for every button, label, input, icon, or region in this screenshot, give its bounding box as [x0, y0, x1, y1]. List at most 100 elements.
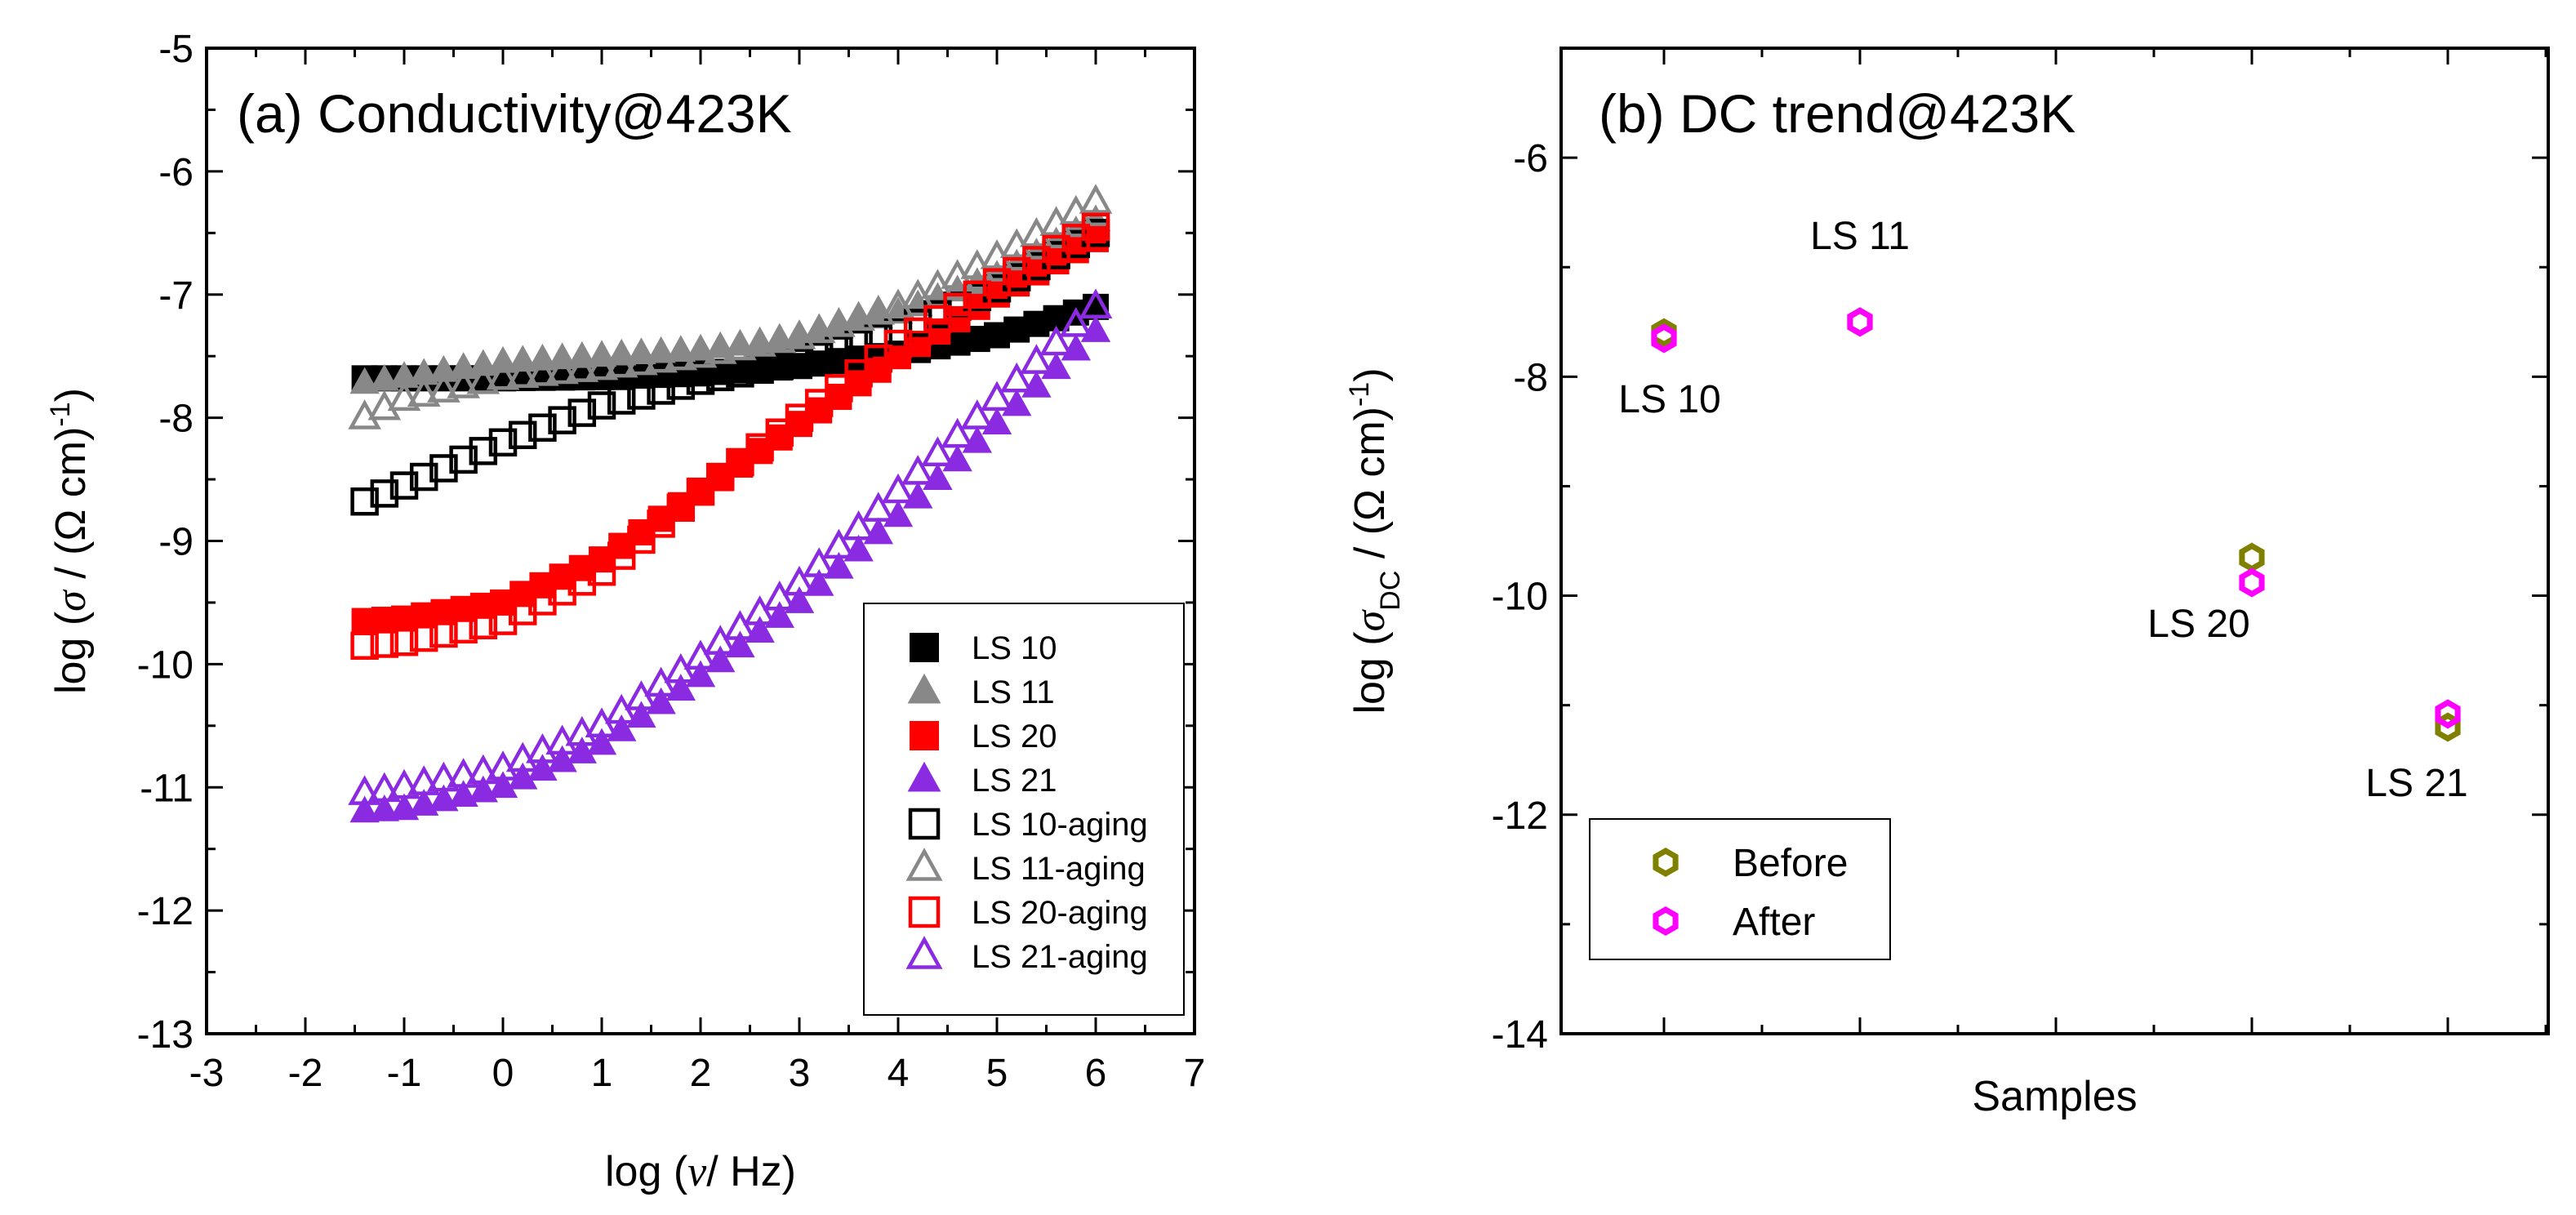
- data-point: [802, 547, 836, 577]
- x-tick-label: -3: [189, 1052, 225, 1095]
- y-label-sup: -1: [45, 402, 76, 426]
- data-point: [469, 437, 498, 465]
- category-annotation: LS 11: [1810, 215, 1910, 258]
- legend-label: LS 11: [972, 674, 1055, 710]
- data-point: [703, 625, 737, 655]
- data-point: [487, 771, 518, 799]
- data-point: [505, 358, 540, 389]
- panel-title: (a) Conductivity@423K: [237, 83, 792, 144]
- data-point: [528, 587, 557, 616]
- data-point: [960, 399, 994, 429]
- data-point: [486, 359, 520, 390]
- data-point: [723, 610, 757, 640]
- y-tick-label: -9: [158, 521, 194, 564]
- y-label-mid: / (Ω cm): [47, 427, 95, 591]
- data-point: [822, 528, 856, 559]
- data-point: [683, 337, 718, 368]
- data-point: [864, 344, 893, 373]
- data-point: [666, 372, 696, 400]
- data-point: [861, 294, 896, 325]
- x-tick-label: 7: [1184, 1052, 1206, 1095]
- data-point: [763, 580, 797, 611]
- data-point: [466, 364, 501, 394]
- x-tick-label: 6: [1085, 1052, 1107, 1095]
- x-tick-label: 5: [986, 1052, 1008, 1095]
- y-label-post: ): [1346, 367, 1394, 381]
- y-tick-label: -10: [1492, 576, 1548, 619]
- data-point: [1651, 318, 1677, 348]
- data-point: [2239, 542, 2265, 572]
- data-point: [941, 417, 974, 448]
- data-point: [349, 367, 380, 394]
- data-point: [587, 391, 616, 420]
- x-tick-label: 2: [690, 1052, 712, 1095]
- data-point: [447, 368, 480, 398]
- data-point: [881, 473, 915, 504]
- data-point: [407, 376, 441, 407]
- data-point: [842, 510, 875, 541]
- data-point: [350, 631, 379, 660]
- x-axis-label: log (ν/ Hz): [605, 1148, 796, 1195]
- data-point: [409, 462, 438, 492]
- y-label-sup: -1: [1344, 382, 1375, 407]
- x-label-post: / Hz): [706, 1148, 796, 1195]
- data-point: [785, 348, 814, 376]
- data-point: [607, 541, 636, 570]
- y-label-sub: DC: [1375, 571, 1406, 611]
- data-point: [921, 436, 954, 467]
- data-point: [842, 300, 875, 332]
- data-point: [466, 754, 501, 785]
- legend-marker: [907, 761, 941, 792]
- data-point: [449, 615, 478, 644]
- data-point: [587, 557, 616, 586]
- data-point: [369, 794, 399, 821]
- data-point: [627, 525, 656, 554]
- data-point: [348, 775, 381, 805]
- data-point: [763, 323, 797, 354]
- x-tick-label: -2: [288, 1052, 323, 1095]
- data-point: [367, 772, 402, 803]
- data-point: [705, 462, 735, 492]
- data-point: [407, 765, 441, 795]
- data-point: [844, 359, 873, 388]
- y-label-pre: log (: [47, 611, 95, 694]
- data-point: [666, 493, 696, 523]
- legend-label: LS 21: [972, 763, 1057, 799]
- data-point: [369, 363, 399, 391]
- data-point: [804, 341, 834, 371]
- data-point: [980, 381, 1014, 412]
- data-point: [686, 477, 715, 506]
- data-point: [1059, 307, 1093, 337]
- data-point: [644, 342, 678, 373]
- data-point: [427, 372, 460, 403]
- data-point: [387, 768, 421, 799]
- data-point: [765, 352, 794, 381]
- data-point: [844, 329, 873, 358]
- y-axis-label: log (σ / (Ω cm)-1): [45, 388, 95, 694]
- y-tick-label: -12: [137, 890, 194, 933]
- legend-marker: [905, 936, 943, 969]
- data-point: [567, 567, 597, 596]
- data-point: [723, 330, 757, 361]
- data-point: [825, 374, 853, 403]
- y-label-pre: log (: [1346, 631, 1394, 714]
- y-label-post: ): [47, 388, 95, 402]
- x-label-greek: ν: [687, 1149, 707, 1195]
- data-point: [861, 492, 896, 522]
- data-point: [607, 386, 636, 415]
- data-point: [447, 758, 480, 788]
- data-point: [350, 487, 379, 516]
- category-annotation: LS 10: [1618, 378, 1720, 421]
- y-label-greek: σ: [1347, 608, 1394, 631]
- legend-label: Before: [1733, 842, 1848, 885]
- data-point: [864, 323, 893, 352]
- data-point: [427, 761, 460, 792]
- data-point: [782, 565, 816, 596]
- data-point: [545, 354, 579, 385]
- data-point: [802, 313, 836, 344]
- data-point: [2435, 699, 2461, 729]
- y-tick-label: -6: [1513, 137, 1548, 180]
- data-point: [526, 356, 559, 386]
- data-point: [1079, 288, 1113, 318]
